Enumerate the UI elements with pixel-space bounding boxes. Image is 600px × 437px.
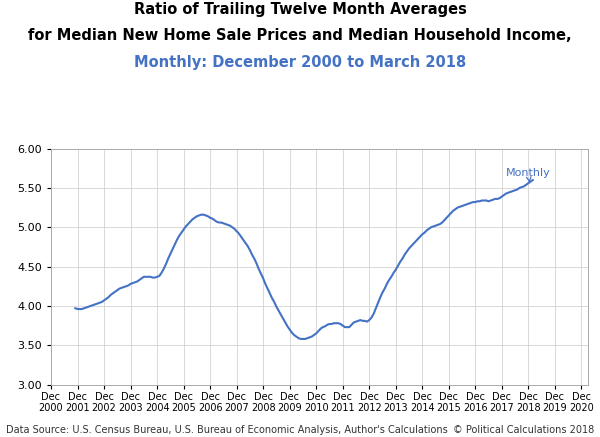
Text: Monthly: December 2000 to March 2018: Monthly: December 2000 to March 2018: [134, 55, 466, 69]
Text: Ratio of Trailing Twelve Month Averages: Ratio of Trailing Twelve Month Averages: [134, 2, 466, 17]
Text: for Median New Home Sale Prices and Median Household Income,: for Median New Home Sale Prices and Medi…: [28, 28, 572, 43]
Text: Data Source: U.S. Census Bureau, U.S. Bureau of Economic Analysis, Author's Calc: Data Source: U.S. Census Bureau, U.S. Bu…: [6, 425, 448, 435]
Text: Monthly: Monthly: [506, 168, 551, 181]
Text: © Political Calculations 2018: © Political Calculations 2018: [453, 425, 594, 435]
